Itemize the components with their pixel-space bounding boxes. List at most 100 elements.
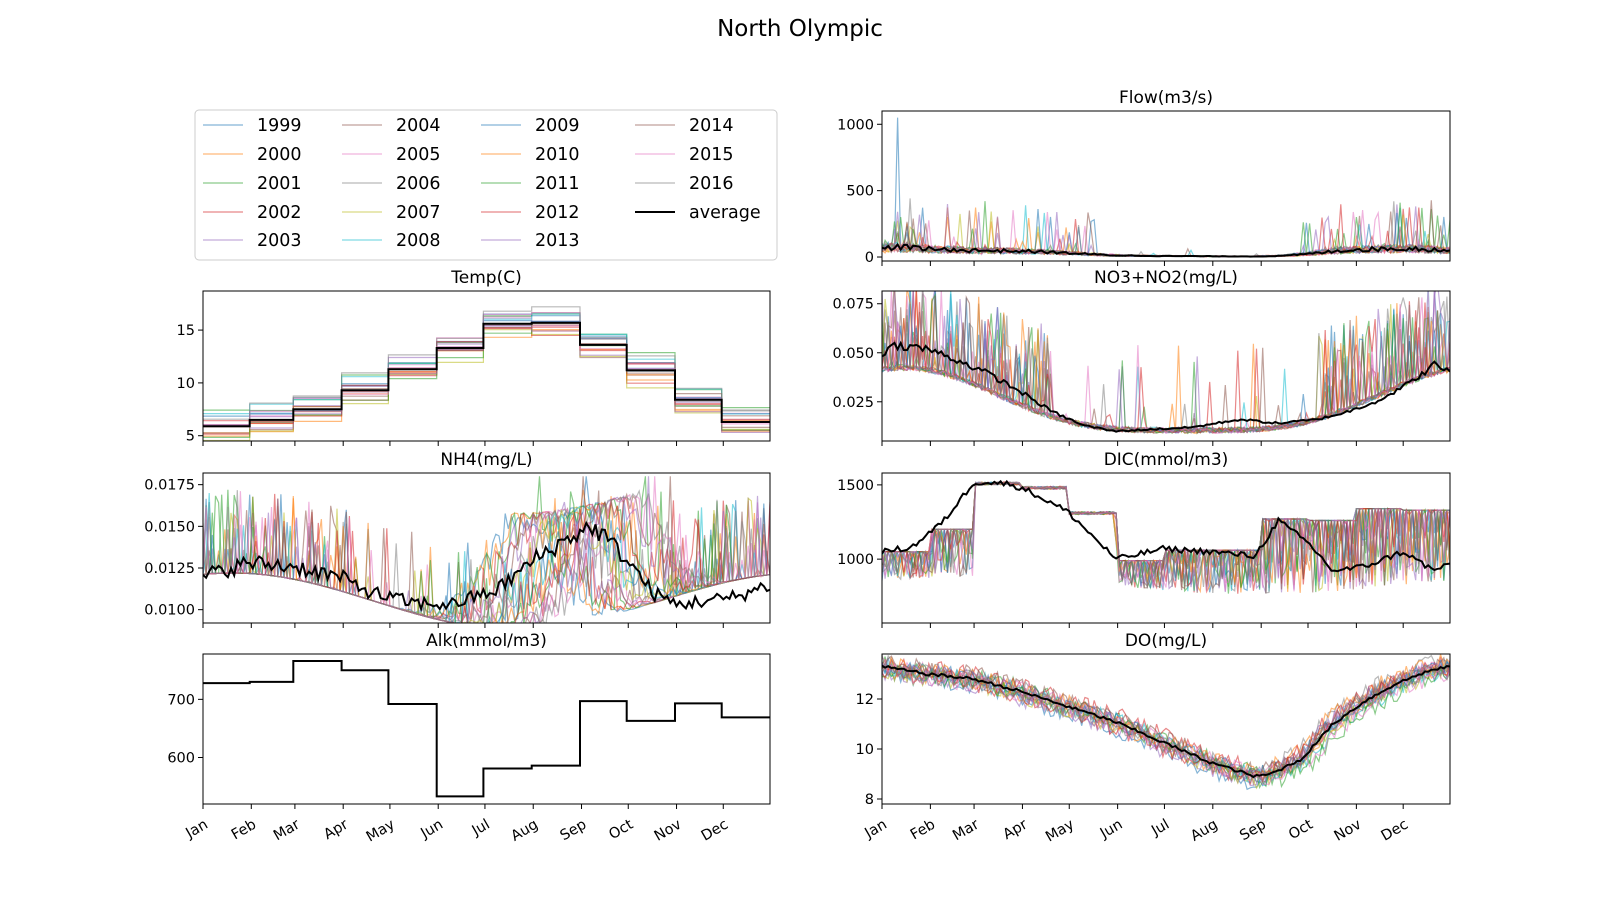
- legend-label-2013: 2013: [535, 231, 580, 251]
- x-tick-label: Oct: [606, 817, 636, 844]
- legend-label-2000: 2000: [257, 145, 302, 165]
- x-tick-label: May: [1043, 816, 1077, 845]
- plot-area: [882, 291, 1450, 435]
- x-tick-label: Nov: [1332, 816, 1365, 844]
- y-tick-label: 1000: [837, 552, 874, 568]
- x-tick-label: Jan: [862, 817, 890, 843]
- y-tick-label: 0.0125: [144, 561, 195, 577]
- axes-frame: [202, 290, 771, 442]
- y-tick-label: 0.050: [832, 346, 874, 362]
- series-line-2012: [882, 660, 1450, 785]
- series-line-2016: [882, 662, 1450, 784]
- y-tick-label: 0.025: [832, 395, 874, 411]
- average-line: [203, 321, 770, 428]
- axes-frame: [202, 653, 771, 805]
- series-line-2015: [203, 476, 770, 623]
- series-line-2003: [882, 661, 1450, 787]
- legend-label-2008: 2008: [396, 231, 441, 251]
- legend-label-2001: 2001: [257, 174, 302, 194]
- legend-label-2009: 2009: [535, 116, 580, 136]
- y-tick-label: 15: [177, 323, 195, 339]
- average-line: [203, 660, 770, 798]
- x-tick-label: Dec: [1379, 817, 1411, 845]
- axes-frame: [881, 290, 1451, 442]
- y-tick-label: 8: [865, 792, 874, 808]
- panel-title: Temp(C): [450, 268, 521, 288]
- y-tick-label: 10: [177, 376, 195, 392]
- panel-title: NO3+NO2(mg/L): [1094, 268, 1238, 288]
- plot-area: [203, 660, 770, 798]
- series-line-2016: [203, 489, 770, 623]
- legend-label-2002: 2002: [257, 203, 302, 223]
- plot-area: [882, 654, 1450, 791]
- legend-frame: [194, 109, 778, 261]
- x-tick-label: Apr: [1001, 817, 1031, 843]
- axes-frame: [881, 472, 1451, 624]
- x-tick-label: Jul: [1148, 817, 1172, 840]
- panel-2: Alk(mmol/m3) 600 700 Jan Feb Mar Apr May Jun Jul A…: [167, 631, 771, 846]
- x-tick-label: Oct: [1286, 817, 1316, 844]
- x-tick-label: Feb: [229, 817, 259, 844]
- x-tick-label: Nov: [652, 816, 685, 844]
- x-tick-label: Sep: [1237, 817, 1269, 845]
- legend-label-2006: 2006: [396, 174, 441, 194]
- legend: 1999 2000 2001 2002 2003 2004 2005 2006 2007 2008…: [194, 109, 778, 261]
- series-line-2015: [882, 662, 1450, 786]
- series-line-1999: [203, 313, 770, 426]
- y-tick-label: 0.0100: [144, 603, 195, 619]
- axes-frame: [881, 653, 1451, 805]
- y-tick-label: 0: [865, 250, 874, 266]
- legend-label-2014: 2014: [689, 116, 734, 136]
- legend-label-1999: 1999: [257, 116, 302, 136]
- panel-title: Alk(mmol/m3): [426, 631, 547, 651]
- x-tick-label: May: [364, 816, 398, 845]
- average-line: [882, 479, 1450, 573]
- plot-area: [203, 306, 770, 441]
- axes-frame: [202, 472, 771, 624]
- x-tick-label: Aug: [508, 817, 541, 845]
- panel-0: Temp(C) 5 10 15: [177, 268, 771, 446]
- y-tick-label: 5: [186, 429, 195, 445]
- x-tick-label: Jun: [418, 817, 446, 843]
- panel-5: DIC(mmol/m3) 1000 1500: [837, 450, 1451, 628]
- y-tick-label: 1000: [837, 117, 874, 133]
- panel-title: NH4(mg/L): [440, 450, 532, 470]
- x-tick-label: Feb: [908, 817, 938, 844]
- x-tick-label: Mar: [271, 817, 303, 845]
- x-tick-label: Jun: [1097, 817, 1125, 843]
- panel-3: Flow(m3/s) 0 500 1000: [837, 88, 1451, 266]
- plot-area: [882, 117, 1450, 258]
- panel-6: DO(mg/L) 8 10 12 Jan Feb Mar Apr May Jun Jul Aug Sep…: [856, 631, 1451, 846]
- panel-title: DO(mg/L): [1125, 631, 1207, 651]
- x-tick-label: Mar: [950, 817, 982, 845]
- x-tick-label: Aug: [1188, 817, 1221, 845]
- x-tick-label: Dec: [699, 817, 731, 845]
- legend-label-2016: 2016: [689, 174, 734, 194]
- legend-label-2003: 2003: [257, 231, 302, 251]
- y-tick-label: 10: [856, 742, 874, 758]
- series-line-2015: [882, 291, 1450, 435]
- legend-label-2010: 2010: [535, 145, 580, 165]
- series-line-2013: [203, 476, 770, 623]
- average-line: [882, 664, 1450, 779]
- y-tick-label: 500: [846, 184, 874, 200]
- y-tick-label: 12: [856, 692, 874, 708]
- x-tick-label: Apr: [321, 817, 351, 843]
- legend-label-average: average: [689, 203, 761, 223]
- average-line: [882, 340, 1450, 433]
- y-tick-label: 1500: [837, 478, 874, 494]
- plot-area: [203, 476, 770, 623]
- plot-area: [882, 479, 1450, 594]
- y-tick-label: 0.0175: [144, 478, 195, 494]
- x-tick-label: Sep: [558, 817, 590, 845]
- average-line: [882, 242, 1450, 258]
- legend-label-2015: 2015: [689, 145, 734, 165]
- figure-title: North Olympic: [717, 16, 883, 42]
- y-tick-label: 0.0150: [144, 519, 195, 535]
- panel-1: NH4(mg/L) 0.0100 0.0125 0.0150 0.0175: [144, 450, 771, 628]
- panel-title: DIC(mmol/m3): [1104, 450, 1229, 470]
- series-line-2000: [203, 330, 770, 434]
- x-tick-label: Jan: [183, 817, 211, 843]
- series-line-2008: [882, 661, 1450, 787]
